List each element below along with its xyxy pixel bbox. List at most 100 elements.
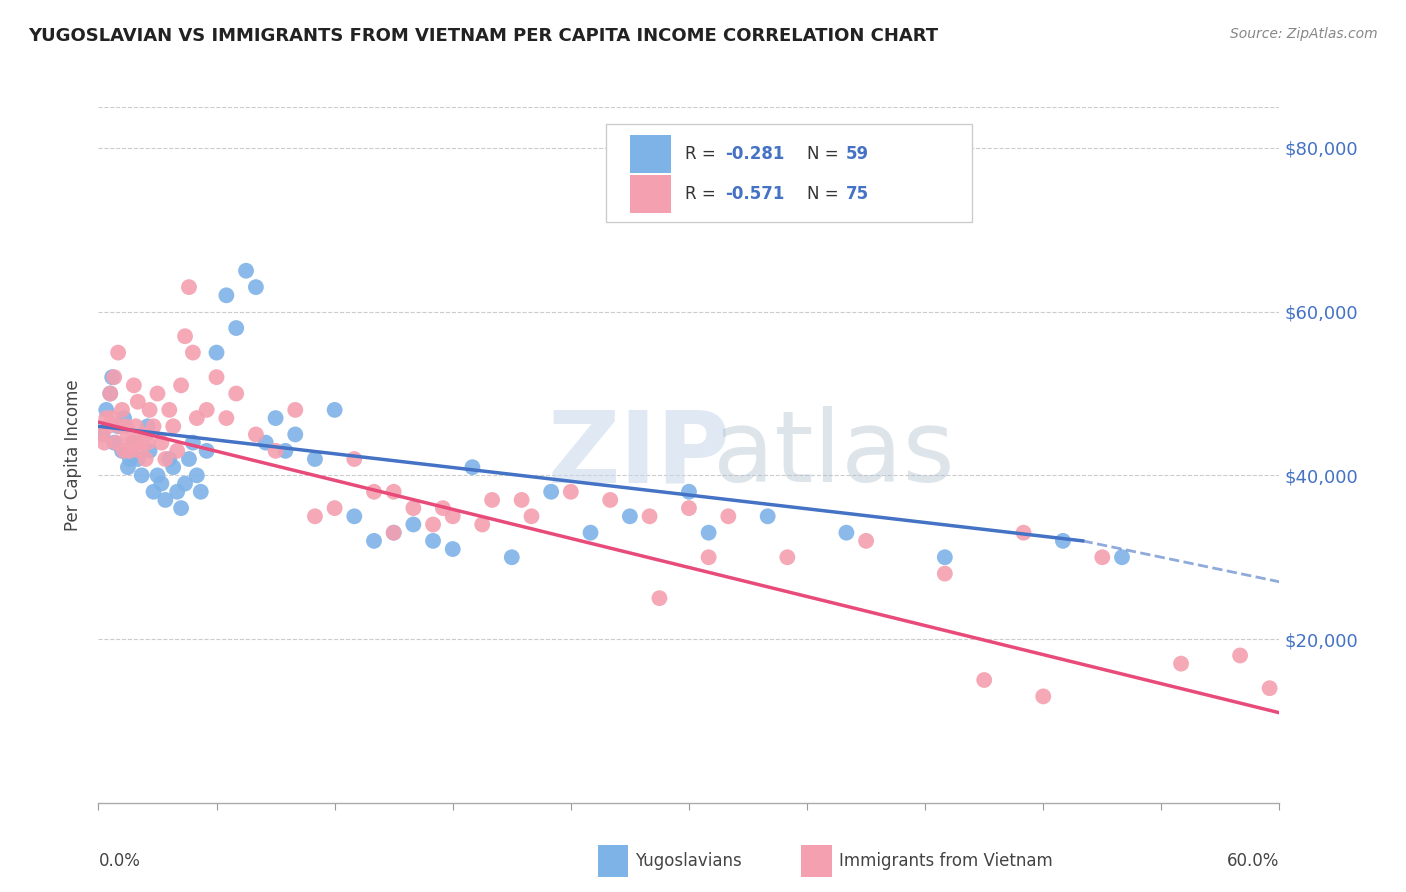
Point xyxy=(132,427,155,442)
Point xyxy=(432,501,454,516)
Text: -0.571: -0.571 xyxy=(725,185,785,203)
Y-axis label: Per Capita Income: Per Capita Income xyxy=(65,379,83,531)
Text: 59: 59 xyxy=(846,145,869,163)
Point xyxy=(127,452,149,467)
Point xyxy=(91,427,114,442)
Point xyxy=(150,476,173,491)
Point xyxy=(323,403,346,417)
Point xyxy=(186,468,208,483)
Point xyxy=(382,525,405,540)
Point xyxy=(155,452,177,467)
Point xyxy=(93,435,115,450)
Point xyxy=(215,411,238,425)
Point xyxy=(1111,550,1133,565)
Point xyxy=(540,484,562,499)
Text: N =: N = xyxy=(807,145,844,163)
Point xyxy=(138,443,160,458)
Point xyxy=(111,403,134,417)
Point xyxy=(112,411,135,425)
Point xyxy=(382,484,405,499)
Point xyxy=(678,484,700,499)
Point xyxy=(245,280,267,294)
Point xyxy=(121,435,143,450)
Point xyxy=(264,411,287,425)
Point xyxy=(304,452,326,467)
Point xyxy=(1170,657,1192,671)
Point xyxy=(96,411,118,425)
Point xyxy=(105,435,128,450)
Point xyxy=(471,517,494,532)
Point xyxy=(177,452,200,467)
Point xyxy=(122,378,145,392)
Text: R =: R = xyxy=(685,185,721,203)
Point xyxy=(245,427,267,442)
Point xyxy=(599,492,621,507)
Point xyxy=(118,443,141,458)
Point xyxy=(678,501,700,516)
Point xyxy=(157,403,180,417)
Point xyxy=(835,525,858,540)
Point xyxy=(934,566,956,581)
Point xyxy=(254,435,277,450)
Point xyxy=(101,411,124,425)
Point xyxy=(162,419,184,434)
Point xyxy=(177,280,200,294)
Text: Yugoslavians: Yugoslavians xyxy=(636,852,742,870)
Point xyxy=(501,550,523,565)
Point xyxy=(118,452,141,467)
Point xyxy=(235,264,257,278)
Point xyxy=(128,443,150,458)
Point xyxy=(135,452,157,467)
Point xyxy=(103,435,125,450)
Text: Source: ZipAtlas.com: Source: ZipAtlas.com xyxy=(1230,27,1378,41)
Point xyxy=(97,419,120,434)
Point xyxy=(98,386,121,401)
Text: atlas: atlas xyxy=(713,407,955,503)
Point xyxy=(934,550,956,565)
Point xyxy=(111,443,134,458)
Point xyxy=(225,321,247,335)
Point xyxy=(441,509,464,524)
FancyBboxPatch shape xyxy=(630,175,671,213)
Point xyxy=(136,419,159,434)
Point xyxy=(1258,681,1281,696)
Point xyxy=(195,443,218,458)
Point xyxy=(363,484,385,499)
Point xyxy=(112,443,135,458)
Point xyxy=(363,533,385,548)
Point xyxy=(619,509,641,524)
Point xyxy=(402,517,425,532)
Point xyxy=(697,525,720,540)
Point xyxy=(264,443,287,458)
Point xyxy=(855,533,877,548)
Point xyxy=(215,288,238,302)
Point xyxy=(461,460,484,475)
Point xyxy=(96,403,118,417)
Point xyxy=(138,403,160,417)
Point xyxy=(166,484,188,499)
Point xyxy=(98,386,121,401)
Point xyxy=(697,550,720,565)
Point xyxy=(142,484,165,499)
Point xyxy=(157,452,180,467)
Point xyxy=(117,460,139,475)
Text: R =: R = xyxy=(685,145,721,163)
Point xyxy=(1032,690,1054,704)
FancyBboxPatch shape xyxy=(630,136,671,173)
Point xyxy=(186,411,208,425)
Point xyxy=(441,542,464,557)
Point xyxy=(107,419,129,434)
Point xyxy=(174,329,197,343)
Point xyxy=(343,452,366,467)
Point xyxy=(422,533,444,548)
Text: -0.281: -0.281 xyxy=(725,145,785,163)
Point xyxy=(101,370,124,384)
Point xyxy=(190,484,212,499)
Point xyxy=(205,370,228,384)
Point xyxy=(108,419,131,434)
Text: N =: N = xyxy=(807,185,844,203)
Point xyxy=(422,517,444,532)
Point xyxy=(756,509,779,524)
Text: 60.0%: 60.0% xyxy=(1227,852,1279,870)
Point xyxy=(638,509,661,524)
